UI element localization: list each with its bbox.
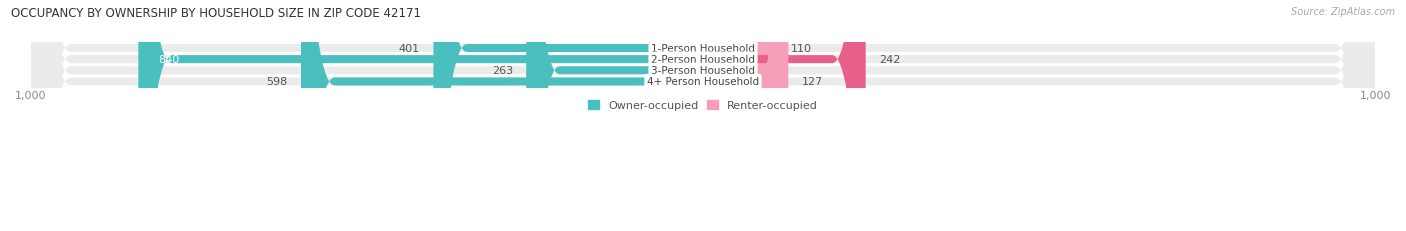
Text: 598: 598 [266,77,288,87]
Text: 1-Person Household: 1-Person Household [651,44,755,54]
Text: 242: 242 [879,55,900,65]
FancyBboxPatch shape [31,0,1375,231]
Text: 401: 401 [399,44,420,54]
FancyBboxPatch shape [301,0,703,231]
FancyBboxPatch shape [31,0,1375,231]
Text: 3-Person Household: 3-Person Household [651,66,755,76]
FancyBboxPatch shape [690,0,737,231]
Text: 127: 127 [801,77,823,87]
FancyBboxPatch shape [138,0,703,231]
Text: 2-Person Household: 2-Person Household [651,55,755,65]
Legend: Owner-occupied, Renter-occupied: Owner-occupied, Renter-occupied [588,100,818,111]
Text: 263: 263 [492,66,513,76]
Text: 840: 840 [159,55,180,65]
FancyBboxPatch shape [31,0,1375,231]
FancyBboxPatch shape [433,0,703,231]
FancyBboxPatch shape [31,0,1375,231]
Text: Source: ZipAtlas.com: Source: ZipAtlas.com [1291,7,1395,17]
FancyBboxPatch shape [703,0,866,231]
Text: 4+ Person Household: 4+ Person Household [647,77,759,87]
FancyBboxPatch shape [703,0,789,231]
Text: OCCUPANCY BY OWNERSHIP BY HOUSEHOLD SIZE IN ZIP CODE 42171: OCCUPANCY BY OWNERSHIP BY HOUSEHOLD SIZE… [11,7,422,20]
Text: 110: 110 [790,44,811,54]
FancyBboxPatch shape [703,0,778,231]
FancyBboxPatch shape [526,0,703,231]
Text: 31: 31 [737,66,751,76]
